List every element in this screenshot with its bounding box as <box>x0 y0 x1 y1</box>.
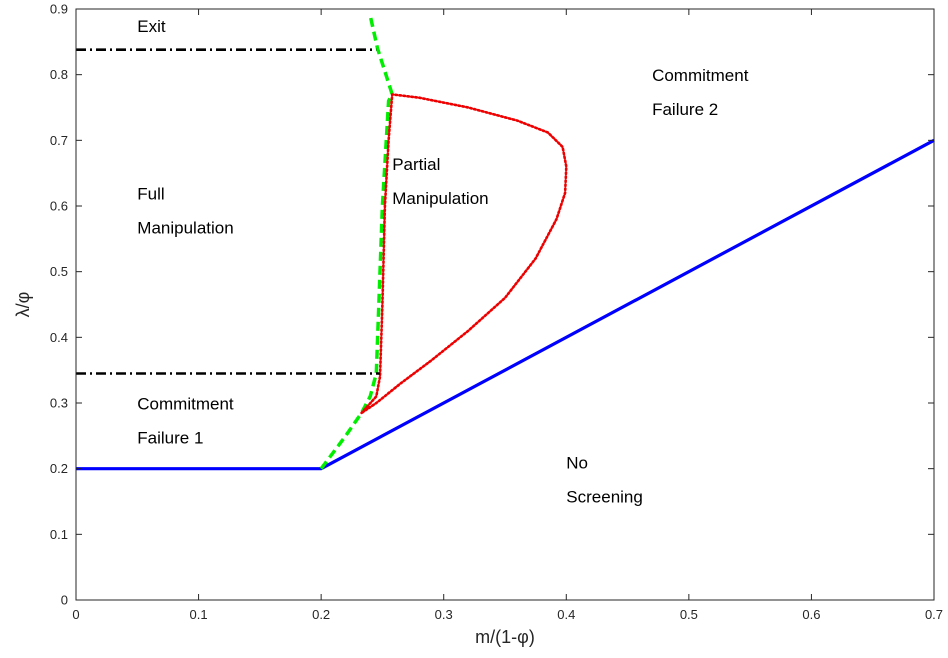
x-tick-label: 0.4 <box>557 607 575 622</box>
region-label-line: Failure 1 <box>137 429 203 448</box>
plot-frame <box>75 8 935 601</box>
region-label-line: Full <box>137 184 164 203</box>
region-label-line: Manipulation <box>137 218 233 237</box>
x-axis-title: m/(1-φ) <box>475 627 535 647</box>
region-label-line: Commitment <box>137 395 234 414</box>
y-tick-label: 0.6 <box>50 199 68 214</box>
y-tick-label: 0 <box>61 593 68 608</box>
region-label-line: Partial <box>392 155 440 174</box>
x-tick-label: 0 <box>72 607 79 622</box>
region-label: Exit <box>137 17 166 36</box>
region-label: Partial Manipulation <box>392 155 488 208</box>
label-layer: Exit Full Manipulation Partial Manipulation C… <box>137 17 748 507</box>
series-layer <box>76 15 935 471</box>
region-label: Full Manipulation <box>137 184 233 237</box>
region-label: Commitment Failure 2 <box>652 66 749 119</box>
region-label-line: Failure 2 <box>652 100 718 119</box>
region-label-line: Exit <box>137 17 166 36</box>
x-tick-label: 0.1 <box>190 607 208 622</box>
region-label: Commitment Failure 1 <box>137 395 234 448</box>
y-tick-label: 0.9 <box>50 2 68 17</box>
x-tick-label: 0.3 <box>435 607 453 622</box>
x-tick-label: 0.5 <box>680 607 698 622</box>
y-tick-label: 0.8 <box>50 67 68 82</box>
y-tick-label: 0.7 <box>50 133 68 148</box>
y-tick-label: 0.2 <box>50 461 68 476</box>
y-tick-label: 0.4 <box>50 330 68 345</box>
y-tick-label: 0.5 <box>50 264 68 279</box>
y-tick-label: 0.1 <box>50 527 68 542</box>
y-tick-label: 0.3 <box>50 396 68 411</box>
region-label-line: Manipulation <box>392 189 488 208</box>
region-label-line: Screening <box>566 488 643 507</box>
x-tick-label: 0.2 <box>312 607 330 622</box>
x-tick-label: 0.7 <box>925 607 943 622</box>
region-label-line: Commitment <box>652 66 749 85</box>
series-line-3-dotted <box>360 93 568 415</box>
tick-layer: 0 0.1 0.2 0.3 0.4 0.5 0.6 0.7 0 0.1 0.2 0.3 0.4 0.5 0.… <box>50 2 943 623</box>
region-label: No Screening <box>566 454 643 507</box>
region-label-line: No <box>566 454 588 473</box>
x-tick-label: 0.6 <box>802 607 820 622</box>
y-axis-title: λ/φ <box>13 292 33 318</box>
